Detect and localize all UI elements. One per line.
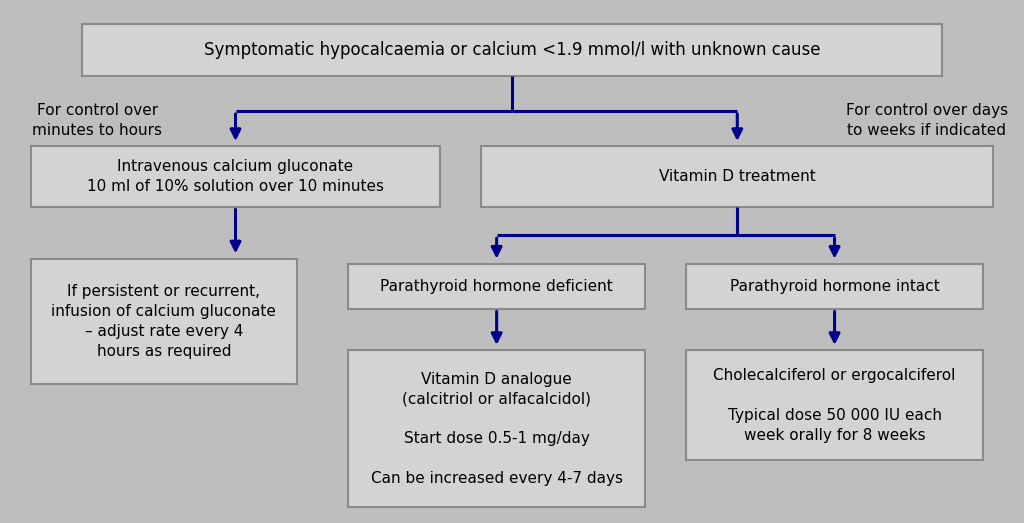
FancyBboxPatch shape	[82, 24, 942, 76]
Text: Vitamin D analogue
(calcitriol or alfacalcidol)

Start dose 0.5-1 mg/day

Can be: Vitamin D analogue (calcitriol or alfaca…	[371, 372, 623, 486]
FancyBboxPatch shape	[481, 146, 993, 207]
Text: For control over days
to weeks if indicated: For control over days to weeks if indica…	[846, 103, 1008, 138]
FancyBboxPatch shape	[686, 350, 983, 460]
Text: If persistent or recurrent,
infusion of calcium gluconate
– adjust rate every 4
: If persistent or recurrent, infusion of …	[51, 285, 276, 359]
FancyBboxPatch shape	[31, 259, 297, 384]
FancyBboxPatch shape	[348, 350, 645, 507]
Text: Vitamin D treatment: Vitamin D treatment	[658, 169, 816, 184]
Text: Intravenous calcium gluconate
10 ml of 10% solution over 10 minutes: Intravenous calcium gluconate 10 ml of 1…	[87, 159, 384, 194]
FancyBboxPatch shape	[686, 264, 983, 309]
FancyBboxPatch shape	[348, 264, 645, 309]
Text: Parathyroid hormone intact: Parathyroid hormone intact	[730, 279, 939, 294]
Text: Cholecalciferol or ergocalciferol

Typical dose 50 000 IU each
week orally for 8: Cholecalciferol or ergocalciferol Typica…	[714, 368, 955, 442]
Text: Symptomatic hypocalcaemia or calcium <1.9 mmol/l with unknown cause: Symptomatic hypocalcaemia or calcium <1.…	[204, 41, 820, 59]
FancyBboxPatch shape	[31, 146, 440, 207]
Text: For control over
minutes to hours: For control over minutes to hours	[33, 103, 162, 138]
Text: Parathyroid hormone deficient: Parathyroid hormone deficient	[380, 279, 613, 294]
